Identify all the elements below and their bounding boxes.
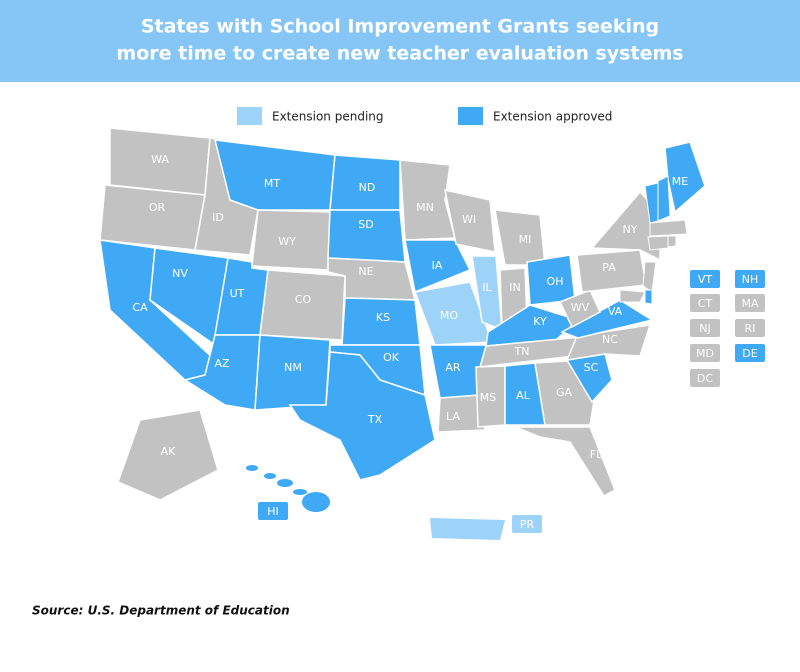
state-label: IL	[482, 281, 492, 294]
island	[246, 465, 258, 471]
state-label: IA	[432, 259, 443, 272]
label-box	[690, 369, 720, 387]
label-box	[512, 515, 542, 533]
state-label: OH	[547, 275, 564, 288]
state	[560, 299, 654, 339]
label-box	[690, 294, 720, 312]
island	[430, 518, 505, 540]
state-label: MS	[480, 391, 496, 404]
island	[264, 473, 276, 479]
state-label: KY	[533, 315, 547, 328]
legend-swatch	[458, 107, 483, 125]
state-label: OR	[149, 201, 166, 214]
state	[664, 141, 706, 214]
state-label: WV	[571, 301, 590, 314]
island	[277, 479, 293, 487]
state	[99, 184, 206, 251]
state-label: VT	[698, 273, 713, 286]
state	[565, 324, 652, 361]
state-label: ME	[672, 175, 688, 188]
state-label: IN	[509, 281, 520, 294]
label-box	[258, 502, 288, 520]
title-band	[0, 0, 800, 82]
state-label: GA	[556, 386, 573, 399]
state	[667, 235, 677, 248]
us-map: WA OR CA NV ID MT WY UT AZ CO NM ND SD NE KS OK TX MN IA MO…	[99, 127, 765, 540]
state	[404, 239, 472, 294]
state	[649, 219, 688, 237]
state	[619, 289, 646, 303]
state-label: MI	[519, 233, 532, 246]
state-label: AK	[161, 445, 177, 458]
state	[437, 394, 486, 433]
state	[444, 189, 496, 253]
state-label: HI	[267, 505, 279, 518]
state	[288, 351, 436, 481]
state-label: KS	[376, 311, 390, 324]
state-label: VA	[608, 305, 623, 318]
state-label: TN	[514, 345, 530, 358]
state-label: PA	[602, 261, 616, 274]
state	[647, 235, 669, 251]
state-label: FL	[590, 448, 603, 461]
state-label: MD	[696, 347, 714, 360]
legend-swatch	[237, 107, 262, 125]
state	[514, 426, 616, 497]
state-label: SC	[584, 361, 599, 374]
state-label: WY	[278, 235, 296, 248]
state-label: TX	[367, 413, 383, 426]
island	[302, 492, 330, 512]
state-label: PR	[520, 518, 535, 531]
state-label: NC	[602, 333, 618, 346]
state-label: NJ	[699, 322, 710, 335]
label-box	[690, 270, 720, 288]
state-label: MA	[741, 297, 758, 310]
state	[117, 409, 219, 501]
state-label: WA	[151, 153, 169, 166]
legend-label: Extension pending	[272, 110, 384, 124]
state	[214, 139, 336, 211]
label-box	[735, 344, 765, 362]
state-label: NH	[742, 273, 759, 286]
state-label: SD	[358, 218, 373, 231]
state-label: NV	[172, 267, 188, 280]
state	[642, 261, 657, 293]
state	[558, 289, 601, 329]
state-label: DE	[742, 347, 757, 360]
state-label: MO	[440, 309, 458, 322]
state-label: MT	[264, 177, 280, 190]
label-box	[690, 319, 720, 337]
island	[293, 489, 307, 495]
state-label: RI	[745, 322, 756, 335]
label-box	[690, 344, 720, 362]
state-label: OK	[383, 351, 400, 364]
state	[657, 175, 671, 222]
legend-label: Extension approved	[493, 110, 612, 124]
state-label: CT	[698, 297, 713, 310]
source: Source: U.S. Department of Education	[32, 604, 290, 618]
state-label: NY	[623, 223, 638, 236]
state-label: DC	[697, 372, 713, 385]
state-label: UT	[230, 287, 245, 300]
label-box	[735, 319, 765, 337]
state-label: CA	[132, 301, 148, 314]
state-label: CO	[295, 293, 312, 306]
state-label: AL	[516, 389, 531, 402]
state-label: LA	[446, 410, 460, 423]
state-label: MN	[416, 201, 434, 214]
state	[644, 289, 653, 305]
state-label: WI	[462, 213, 476, 226]
state-label: ND	[359, 181, 376, 194]
title: States with School Improvement Grants se…	[141, 16, 659, 38]
state-label: NM	[284, 361, 302, 374]
label-box	[735, 270, 765, 288]
state-label: ID	[212, 211, 224, 224]
title: more time to create new teacher evaluati…	[116, 43, 683, 65]
state-label: AR	[445, 361, 461, 374]
state	[399, 159, 456, 241]
label-box	[735, 294, 765, 312]
state-label: AZ	[214, 357, 230, 370]
state-label: NE	[358, 265, 373, 278]
